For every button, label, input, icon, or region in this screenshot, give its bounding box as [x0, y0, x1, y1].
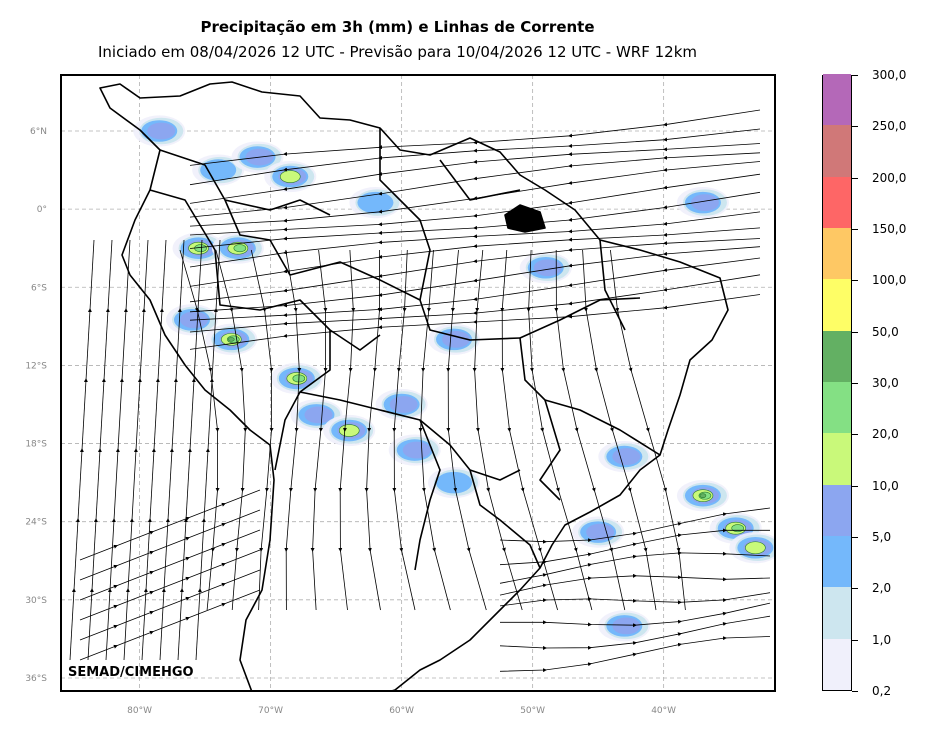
colorbar-tick [852, 177, 858, 179]
colorbar-label: 30,0 [872, 376, 899, 390]
streamline [418, 249, 451, 611]
colorbar-label: 250,0 [872, 119, 907, 134]
streamline [364, 250, 382, 611]
streamline [499, 573, 771, 596]
colorbar-segment [823, 125, 851, 177]
colorbar-tick [852, 434, 858, 436]
map-subtitle: Iniciado em 08/04/2026 12 UTC - Previsão… [97, 43, 698, 61]
colorbar-segment [823, 382, 851, 434]
map-frame [60, 74, 776, 692]
colorbar-label: 1,0 [872, 632, 892, 647]
precip-cell [200, 159, 237, 181]
colorbar-label: 20,0 [872, 427, 899, 442]
lon-tick-label: 50°W [520, 706, 545, 716]
colorbar-segment [823, 228, 851, 280]
precip-cell [745, 541, 766, 555]
lat-tick-label: 18°S [25, 440, 47, 450]
colorbar-label: 5,0 [872, 530, 892, 544]
colorbar [822, 74, 852, 691]
streamline [446, 249, 487, 611]
colorbar-label: 200,0 [872, 170, 907, 185]
colorbar-label: 10,0 [872, 478, 899, 493]
colorbar-label: 100,0 [872, 273, 907, 288]
precip-cell [228, 337, 235, 342]
colorbar-tick [852, 126, 858, 128]
precip-cell [612, 448, 641, 465]
lat-tick-label: 24°S [25, 518, 47, 528]
streamline [310, 249, 328, 611]
colorbar-label: 2,0 [872, 581, 892, 596]
colorbar-tick [852, 229, 858, 230]
colorbar-tick [852, 485, 858, 487]
coastline-borders [99, 81, 729, 691]
lon-tick-label: 80°W [127, 706, 152, 716]
streamline [284, 249, 302, 611]
colorbar-segment [823, 484, 851, 536]
precip-cell [304, 406, 333, 424]
lat-tick-label: 0° [37, 205, 47, 215]
colorbar-label: 150,0 [872, 222, 907, 236]
colorbar-segment [823, 433, 851, 485]
colorbar-label: 0,2 [872, 684, 892, 698]
colorbar-tick [852, 331, 858, 333]
precip-cell [279, 170, 301, 183]
colorbar-tick [852, 639, 858, 641]
precip-cell [389, 396, 418, 413]
lat-tick-label: 36°S [25, 674, 47, 684]
streamline [215, 249, 248, 611]
colorbar-label: 300,0 [872, 68, 907, 82]
precip-cell [731, 524, 744, 533]
colorbar-segment [823, 279, 851, 331]
streamline [499, 636, 771, 673]
precip-cell [690, 194, 719, 212]
lat-tick-label: 6°N [30, 127, 47, 137]
streamline [250, 249, 274, 611]
colorbar-segment [823, 638, 851, 690]
lon-tick-label: 40°W [651, 706, 676, 716]
colorbar-tick [852, 537, 858, 538]
colorbar-tick [852, 588, 858, 590]
map-title: Precipitação em 3h (mm) e Linhas de Corr… [200, 18, 595, 36]
colorbar-tick [852, 383, 858, 384]
colorbar-tick [852, 280, 858, 282]
colorbar-tick [852, 691, 858, 692]
precip-cell [357, 191, 394, 214]
precip-cell [402, 441, 431, 459]
lon-tick-label: 70°W [258, 706, 283, 716]
colorbar-segment [823, 330, 851, 382]
colorbar-label: 50,0 [872, 324, 899, 339]
colorbar-tick [852, 75, 858, 76]
precip-cell [699, 493, 707, 498]
lat-tick-label: 12°S [25, 361, 47, 371]
streamline [499, 592, 771, 607]
precip-cell [233, 244, 247, 253]
lat-tick-label: 6°S [31, 283, 47, 293]
colorbar-segment [823, 587, 851, 639]
streamline [79, 589, 261, 661]
map-background [61, 75, 775, 691]
streamline [392, 249, 416, 611]
streamlines-layer [69, 109, 771, 673]
precip-cell [586, 523, 615, 541]
lon-tick-label: 60°W [389, 706, 414, 716]
precip-cell [338, 424, 360, 437]
watermark: SEMAD/CIMEHGO [68, 665, 194, 680]
colorbar-segment [823, 176, 851, 228]
lat-tick-label: 30°S [25, 596, 47, 606]
colorbar-segment [823, 74, 851, 126]
precip-cell [612, 617, 641, 635]
streamline [338, 249, 356, 611]
precip-cell [147, 122, 176, 140]
colorbar-segment [823, 536, 851, 588]
axis-ticks: 80°W 70°W 60°W 50°W 40°W 6°N 0° 6°S 12°S 18°S 24°S… [25, 127, 676, 716]
